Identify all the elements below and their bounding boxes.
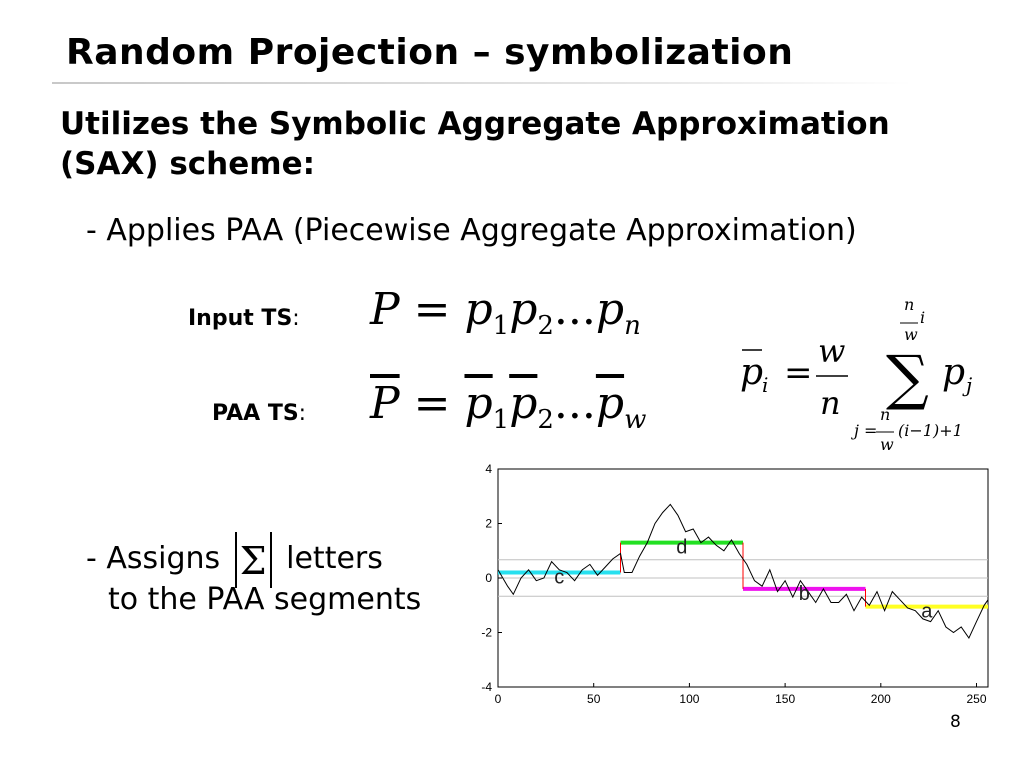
segment-letter-b: b (799, 583, 810, 605)
slide-title: Random Projection – symbolization (66, 32, 794, 73)
bullet2-prefix: - Assigns (86, 541, 221, 576)
formula-sub-w: w (624, 404, 647, 435)
formula-pj: p (942, 352, 965, 393)
abs-bar-right (269, 532, 272, 588)
formula-dots: ... (553, 284, 596, 335)
input-ts-formula: P = p1p2...pn (370, 284, 641, 341)
bullet2-suffix: letters (286, 541, 383, 576)
lower-w: w (880, 435, 894, 454)
x-tick-label: 250 (967, 692, 987, 706)
formula-equals: = (784, 353, 813, 393)
sum-symbol: ∑ (886, 343, 929, 413)
formula-equals: = (413, 284, 451, 335)
sax-chart: 0 50 100 150 200 250 4 2 0 -2 -4 c d b a (481, 462, 989, 706)
formula-p1bar: p (464, 378, 493, 429)
page-number: 8 (950, 712, 961, 732)
upper-i: i (920, 308, 925, 327)
y-tick-label: 0 (485, 571, 492, 585)
formula-sub-2: 2 (537, 404, 554, 435)
bullet-applies-paa: - Applies PAA (Piecewise Aggregate Appro… (86, 213, 857, 248)
formula-sub-2: 2 (537, 310, 554, 341)
formula-sub-n: n (624, 310, 641, 341)
formula-Pbar: P (370, 378, 400, 429)
x-tick-label: 50 (587, 692, 601, 706)
formula-sub-j: j (962, 373, 972, 397)
formula-pwbar: p (595, 378, 625, 429)
segment-letter-a: a (921, 601, 933, 623)
lower-equals: = (864, 421, 877, 440)
paa-ts-colon: : (298, 401, 307, 426)
bullet-assigns-letters: - Assigns Σ letters (86, 532, 383, 588)
bullet2-second-line: to the PAA segments (108, 582, 422, 617)
upper-w: w (904, 325, 918, 344)
x-tick-label: 100 (679, 692, 699, 706)
paa-mean-formula: p i = w n n w i ∑ p j j = n w (i−1)+1 (740, 295, 972, 454)
lower-rest: (i−1)+1 (898, 421, 963, 440)
paa-ts-formula: P = p1p2...pw (370, 378, 646, 435)
y-tick-label: 2 (485, 517, 492, 531)
lower-n: n (880, 405, 890, 424)
formula-sub-1: 1 (492, 310, 510, 341)
y-tick-label: -2 (481, 626, 492, 640)
lower-j: j (851, 421, 859, 440)
formula-pn: p (595, 284, 625, 335)
title-underline (52, 82, 912, 84)
formula-pi: p (740, 352, 763, 393)
input-ts-colon: : (292, 306, 300, 331)
sigma-glyph: Σ (239, 539, 267, 583)
formula-dots: ... (553, 378, 596, 429)
formula-P: P (370, 284, 400, 335)
input-ts-label: Input TS: (188, 306, 300, 331)
x-tick-label: 0 (495, 692, 502, 706)
formula-p2bar: p (509, 378, 538, 429)
segment-letter-d: d (676, 537, 687, 559)
time-series-line (497, 503, 989, 639)
formula-p1: p (464, 284, 493, 335)
paa-ts-label: PAA TS: (212, 401, 306, 426)
alphabet-size-symbol: Σ (230, 532, 277, 588)
segment-letter-c: c (554, 567, 564, 589)
formula-n: n (820, 384, 841, 422)
y-tick-label: 4 (485, 462, 492, 476)
formula-equals: = (413, 378, 451, 429)
abs-bar-left (234, 532, 237, 588)
formula-w: w (818, 332, 845, 370)
input-ts-label-text: Input TS (188, 306, 293, 331)
paa-ts-label-text: PAA TS (212, 401, 299, 426)
formula-sub-1: 1 (492, 404, 510, 435)
upper-n: n (904, 295, 914, 314)
x-tick-label: 150 (775, 692, 795, 706)
y-tick-label: -4 (481, 680, 492, 694)
formula-sub-i: i (762, 373, 768, 397)
formula-p2: p (509, 284, 538, 335)
slide-subtitle: Utilizes the Symbolic Aggregate Approxim… (60, 106, 890, 182)
x-tick-label: 200 (871, 692, 891, 706)
